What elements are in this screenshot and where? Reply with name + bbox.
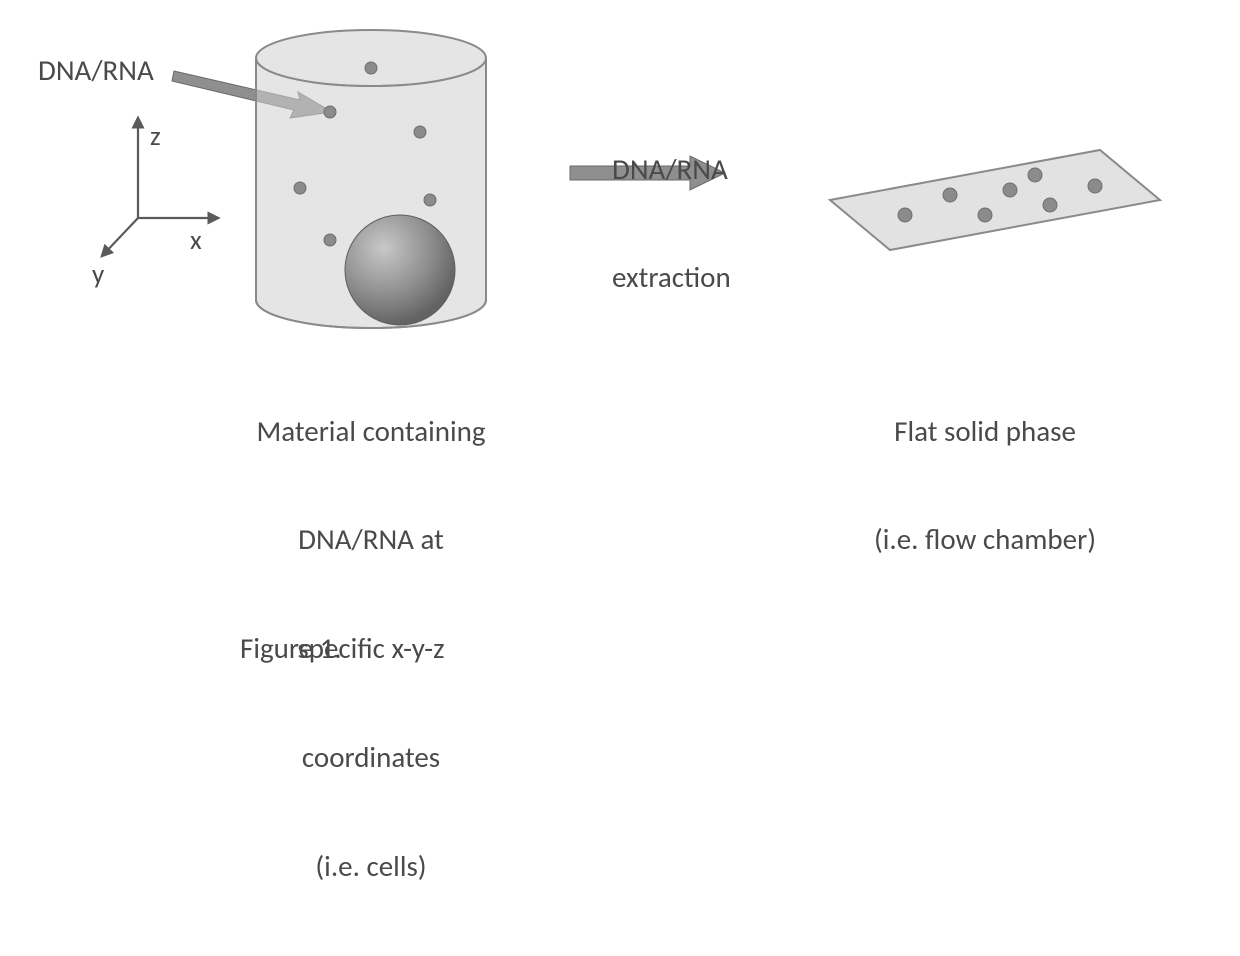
plate-caption: Flat solid phase (i.e. flow chamber) — [815, 340, 1155, 630]
plate-caption-line: (i.e. flow chamber) — [815, 521, 1155, 557]
cylinder-caption-line: Material containing — [211, 413, 531, 449]
figure-number-label: Figure 1. — [240, 630, 342, 666]
axis-z-label: z — [150, 120, 161, 154]
axis-y-label: y — [92, 258, 104, 292]
plate-icon — [830, 150, 1160, 250]
cylinder-caption-line: (i.e. cells) — [211, 848, 531, 884]
axis-x-label: x — [190, 224, 202, 258]
plate-caption-line: Flat solid phase — [815, 413, 1155, 449]
dna-rna-label: DNA/RNA — [38, 52, 154, 88]
diagram-stage: DNA/RNA DNA/RNA extraction z x y Materia… — [0, 0, 1240, 725]
extraction-label: DNA/RNA extraction — [612, 78, 731, 368]
sphere-icon — [345, 215, 455, 325]
cylinder-caption-line: coordinates — [211, 739, 531, 775]
extraction-line-2: extraction — [612, 259, 731, 295]
extraction-line-1: DNA/RNA — [612, 151, 731, 187]
cylinder-icon — [256, 30, 486, 328]
cylinder-caption-line: DNA/RNA at — [211, 521, 531, 557]
